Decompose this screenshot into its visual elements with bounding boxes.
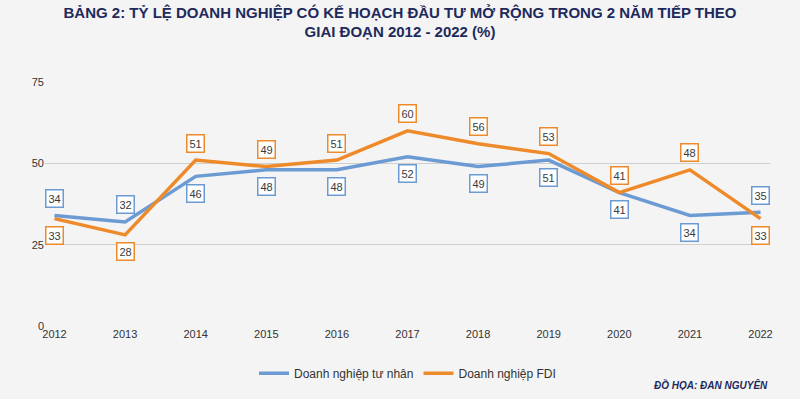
svg-text:2018: 2018 bbox=[466, 328, 490, 340]
svg-text:33: 33 bbox=[49, 230, 61, 242]
svg-text:34: 34 bbox=[684, 227, 696, 239]
svg-text:48: 48 bbox=[261, 181, 273, 193]
svg-text:35: 35 bbox=[755, 190, 767, 202]
svg-text:51: 51 bbox=[543, 172, 555, 184]
svg-text:2017: 2017 bbox=[395, 328, 419, 340]
svg-text:2015: 2015 bbox=[254, 328, 278, 340]
svg-text:41: 41 bbox=[614, 204, 626, 216]
svg-text:48: 48 bbox=[684, 147, 696, 159]
svg-text:46: 46 bbox=[190, 188, 202, 200]
svg-text:49: 49 bbox=[473, 178, 485, 190]
svg-text:56: 56 bbox=[473, 121, 485, 133]
svg-text:60: 60 bbox=[402, 108, 414, 120]
svg-text:53: 53 bbox=[543, 131, 555, 143]
svg-text:52: 52 bbox=[402, 168, 414, 180]
svg-text:ĐỒ HỌA: ĐAN NGUYÊN: ĐỒ HỌA: ĐAN NGUYÊN bbox=[654, 379, 768, 391]
svg-text:0: 0 bbox=[38, 320, 44, 332]
svg-text:32: 32 bbox=[120, 199, 132, 211]
svg-text:Doanh nghiệp tư nhân: Doanh nghiệp tư nhân bbox=[294, 367, 413, 381]
svg-text:48: 48 bbox=[331, 181, 343, 193]
svg-text:51: 51 bbox=[190, 138, 202, 150]
svg-text:25: 25 bbox=[32, 239, 44, 251]
svg-text:2019: 2019 bbox=[536, 328, 560, 340]
svg-text:2014: 2014 bbox=[183, 328, 207, 340]
svg-text:34: 34 bbox=[49, 193, 61, 205]
svg-text:2022: 2022 bbox=[748, 328, 772, 340]
svg-text:33: 33 bbox=[755, 230, 767, 242]
svg-text:2012: 2012 bbox=[42, 328, 66, 340]
svg-text:49: 49 bbox=[261, 144, 273, 156]
svg-text:Doanh nghiệp FDI: Doanh nghiệp FDI bbox=[458, 367, 555, 381]
svg-text:2013: 2013 bbox=[113, 328, 137, 340]
svg-text:51: 51 bbox=[331, 138, 343, 150]
svg-text:41: 41 bbox=[614, 170, 626, 182]
svg-text:2021: 2021 bbox=[678, 328, 702, 340]
svg-text:75: 75 bbox=[32, 76, 44, 88]
svg-text:50: 50 bbox=[32, 157, 44, 169]
svg-text:28: 28 bbox=[120, 246, 132, 258]
svg-text:2020: 2020 bbox=[607, 328, 631, 340]
svg-text:BẢNG 2: TỶ LỆ DOANH NGHIỆP CÓ: BẢNG 2: TỶ LỆ DOANH NGHIỆP CÓ KẾ HOẠCH Đ… bbox=[63, 4, 736, 41]
svg-text:2016: 2016 bbox=[325, 328, 349, 340]
